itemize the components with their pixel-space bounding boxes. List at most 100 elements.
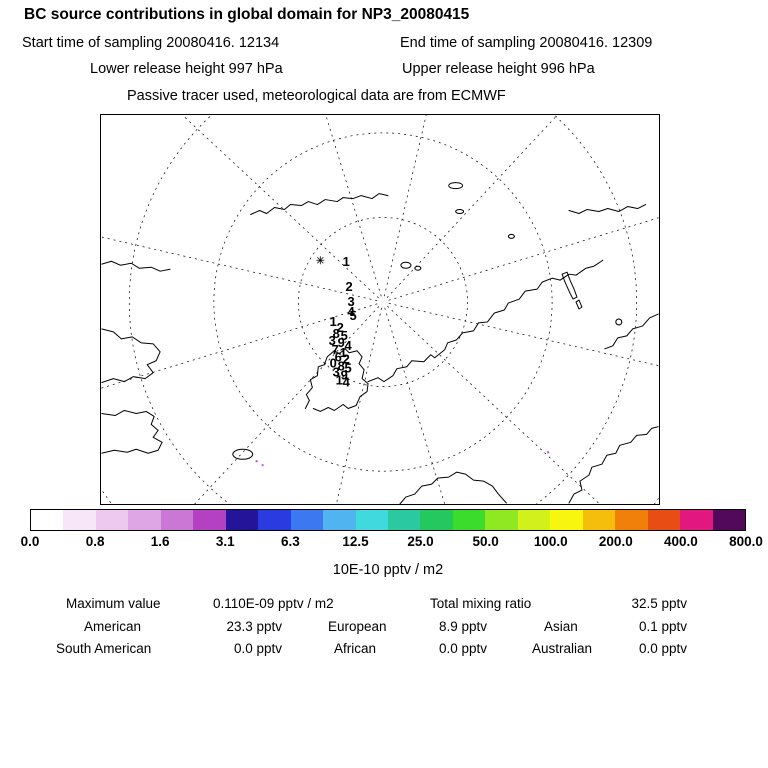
latitude-circle — [101, 115, 659, 504]
source-cluster-label: 4 — [343, 375, 351, 390]
colorbar-tick-label: 3.1 — [215, 534, 235, 549]
contribution-value-asian: 0.1 pptv — [638, 619, 687, 634]
latitude-circle — [298, 217, 468, 387]
colorbar-ticks: 0.0 0.8 1.6 3.1 6.3 12.5 25.0 50.0 100.0 200.0 400… — [21, 534, 763, 552]
colorbar-segment — [290, 510, 324, 530]
meridian-line — [388, 303, 659, 367]
max-value-text: 0.110E-09 pptv / m2 — [213, 596, 334, 611]
lower-release-text: Lower release height 997 hPa — [90, 61, 283, 77]
colorbar-tick-label: 0.8 — [85, 534, 105, 549]
source-cluster-label: 5 — [341, 328, 348, 343]
figure-title: BC source contributions in global domain… — [24, 6, 470, 23]
colorbar-segment — [712, 510, 745, 530]
colorbar-tick-label: 50.0 — [472, 534, 499, 549]
colorbar-segment — [160, 510, 194, 530]
coastlines — [101, 182, 659, 504]
trajectory-point-label: 3 — [348, 294, 355, 309]
colorbar-segment — [128, 510, 161, 530]
meridian-line — [325, 115, 382, 297]
coastline-path — [568, 426, 659, 504]
total-ratio-value: 32.5 pptv — [631, 596, 687, 611]
colorbar-segment — [225, 510, 259, 530]
coastline-path — [604, 313, 659, 350]
coastline-path — [568, 204, 647, 214]
source-cluster-label: 2 — [337, 320, 344, 335]
colorbar-tick-label: 100.0 — [533, 534, 568, 549]
meridian-line — [181, 115, 379, 299]
colorbar-segment — [387, 510, 421, 530]
start-marker-icon — [316, 256, 325, 265]
colorbar-segment — [582, 510, 616, 530]
contribution-label-asian: Asian — [544, 619, 578, 634]
colorbar-tick-label: 1.6 — [150, 534, 170, 549]
coastline-path — [101, 328, 161, 384]
coastline-path — [367, 259, 604, 383]
colorbar-segment — [31, 510, 64, 530]
colorbar-segment — [258, 510, 291, 530]
latitude-circle — [213, 132, 553, 472]
coastline-path — [400, 261, 412, 269]
graticule — [101, 115, 659, 504]
field-speck — [261, 464, 264, 467]
source-cluster-label: 1 — [340, 345, 347, 360]
contribution-label-african: African — [334, 641, 377, 656]
source-cluster-label: 1 — [336, 373, 343, 388]
contribution-value-african: 0.0 pptv — [438, 641, 487, 656]
colorbar-tick-label: 400.0 — [664, 534, 698, 549]
contribution-value-european: 8.9 pptv — [438, 619, 487, 634]
colorbar-segment — [647, 510, 681, 530]
start-time-text: Start time of sampling 20080416. 12134 — [22, 35, 280, 51]
colorbar-segment — [550, 510, 583, 530]
latitude-circle — [129, 115, 637, 504]
contribution-value-american: 23.3 pptv — [226, 619, 282, 634]
source-cluster-label: 1 — [330, 314, 337, 329]
colorbar-tick-label: 800.0 — [729, 534, 763, 549]
colorbar-tick-label: 0.0 — [20, 534, 40, 549]
contribution-label-south-american: South American — [56, 641, 152, 656]
max-value-label: Maximum value — [66, 596, 161, 611]
meridian-line — [101, 303, 378, 389]
contribution-value-australian: 0.0 pptv — [638, 641, 687, 656]
colorbar-segment — [193, 510, 226, 530]
coastline-path — [232, 448, 254, 460]
coastline-path — [250, 193, 389, 215]
meridian-line — [383, 115, 427, 297]
meridian-line — [387, 305, 601, 504]
source-cluster-label: 8 — [338, 359, 345, 374]
colorbar-segment — [323, 510, 356, 530]
colorbar — [30, 509, 746, 531]
colorbar-segment — [420, 510, 453, 530]
total-ratio-label: Total mixing ratio — [430, 596, 532, 611]
contribution-label-european: European — [328, 619, 387, 634]
coastline-path — [615, 318, 623, 326]
trajectory-point-label: 2 — [346, 279, 353, 294]
meridian-line — [384, 307, 446, 504]
coastline-path — [575, 299, 583, 310]
source-cluster-label: 3 — [329, 333, 336, 348]
colorbar-segment — [485, 510, 518, 530]
contribution-label-american: American — [84, 619, 142, 634]
field-speck — [547, 451, 550, 454]
meridian-line — [194, 306, 380, 504]
source-cluster-label: 2 — [343, 352, 350, 367]
coastline-path — [448, 182, 464, 190]
colorbar-segment — [615, 510, 648, 530]
colorbar-segment — [355, 510, 388, 530]
source-cluster-label: 8 — [333, 326, 340, 341]
colorbar-tick-label: 25.0 — [407, 534, 434, 549]
field-speck — [255, 460, 258, 463]
colorbar-segment — [95, 510, 129, 530]
source-cluster-label: 3 — [333, 365, 340, 380]
colorbar-segment — [517, 510, 551, 530]
coastline-path — [414, 265, 422, 271]
colorbar-tick-label: 6.3 — [280, 534, 300, 549]
upper-release-text: Upper release height 996 hPa — [402, 61, 595, 77]
colorbar-tick-label: 200.0 — [598, 534, 633, 549]
colorbar-tick-label: 12.5 — [342, 534, 369, 549]
coastline-path — [101, 260, 171, 272]
contribution-value-south-american: 0.0 pptv — [233, 641, 282, 656]
colorbar-unit-label: 10E-10 pptv / m2 — [332, 562, 444, 578]
coastline-path — [304, 348, 369, 412]
